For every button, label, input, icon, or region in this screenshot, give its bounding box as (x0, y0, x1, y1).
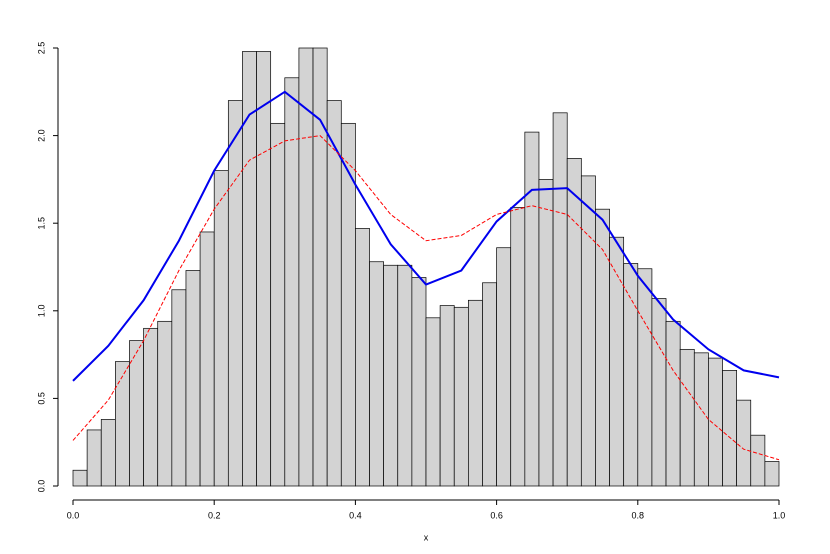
bar (482, 282, 497, 487)
y-tick-label: 1.0 (36, 305, 46, 318)
bar (496, 247, 512, 487)
bar (524, 131, 540, 487)
x-axis-label: x (424, 532, 429, 542)
bar (665, 320, 681, 487)
bar (693, 352, 709, 487)
bar (72, 469, 88, 487)
y-tick-label: 0.5 (36, 392, 46, 405)
y-tick-label: 2.0 (36, 129, 46, 142)
x-tick-label: 1.0 (773, 510, 786, 520)
bar (722, 370, 737, 487)
bar (340, 122, 356, 487)
bar (623, 263, 639, 487)
bar (270, 122, 286, 487)
bar (637, 268, 653, 487)
bar (213, 170, 229, 487)
bar (326, 100, 342, 487)
bar (468, 299, 483, 487)
bar (566, 158, 582, 487)
bar (750, 434, 766, 487)
bar (129, 340, 144, 487)
density-curve (72, 135, 780, 461)
bar (143, 327, 159, 487)
bar (157, 320, 173, 487)
bar (256, 51, 272, 487)
x-tick-label: 0.4 (349, 510, 362, 520)
bar (651, 298, 667, 487)
bar (383, 264, 399, 487)
bar (199, 231, 215, 487)
x-tick-label: 0.6 (490, 510, 503, 520)
y-tick-label: 1.5 (36, 217, 46, 230)
bar (580, 175, 596, 487)
bar (227, 100, 243, 487)
bar (397, 264, 413, 487)
bar (185, 270, 201, 487)
bar (369, 261, 384, 487)
bar (679, 348, 695, 487)
bar (552, 112, 568, 487)
bar (312, 47, 328, 487)
bar (115, 361, 130, 487)
y-tick-label: 2.5 (36, 42, 46, 55)
bar (510, 207, 526, 487)
bar (171, 289, 187, 487)
bar (355, 228, 370, 487)
bar (595, 208, 610, 487)
bar (764, 461, 780, 487)
y-tick-label: 0.0 (36, 480, 46, 493)
density-curve (72, 90, 780, 382)
bar (100, 419, 116, 487)
x-tick-label: 0.8 (632, 510, 645, 520)
bar (453, 306, 469, 487)
x-tick-label: 0.2 (208, 510, 221, 520)
bar (86, 429, 102, 487)
bar (242, 51, 257, 487)
bar (736, 399, 752, 487)
bar (708, 357, 723, 487)
bar (411, 277, 427, 487)
bar (425, 317, 441, 487)
x-tick-label: 0.0 (67, 510, 80, 520)
bar (538, 179, 554, 487)
bar (439, 305, 455, 487)
